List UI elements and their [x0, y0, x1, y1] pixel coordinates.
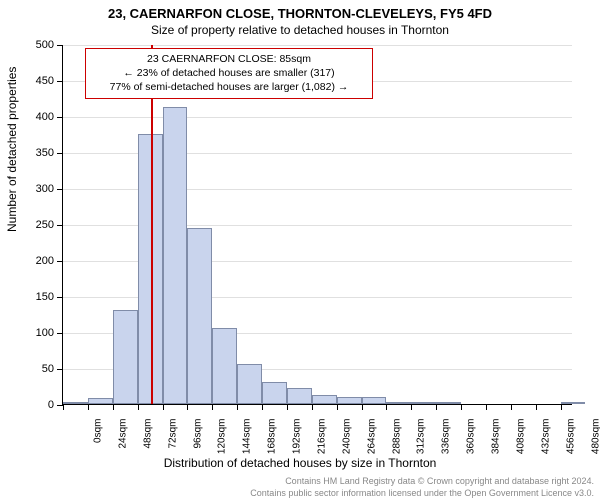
histogram-bar	[337, 397, 362, 404]
x-tick	[287, 404, 288, 410]
x-tick-label: 144sqm	[242, 419, 253, 459]
histogram-bar	[436, 402, 461, 404]
y-tick-label: 300	[36, 183, 54, 195]
histogram-bar	[237, 364, 262, 404]
property-marker-line	[151, 45, 153, 404]
histogram-bar	[187, 228, 212, 404]
x-tick	[561, 404, 562, 410]
x-tick	[138, 404, 139, 410]
x-tick	[386, 404, 387, 410]
x-tick	[362, 404, 363, 410]
histogram-bar	[138, 134, 163, 404]
x-tick-label: 120sqm	[217, 419, 228, 459]
y-tick-label: 450	[36, 75, 54, 87]
y-tick	[57, 117, 63, 118]
x-tick	[262, 404, 263, 410]
y-tick	[57, 45, 63, 46]
x-tick-label: 216sqm	[316, 419, 327, 459]
x-tick	[163, 404, 164, 410]
x-tick-label: 240sqm	[341, 419, 352, 459]
x-tick-label: 360sqm	[466, 419, 477, 459]
x-tick	[312, 404, 313, 410]
histogram-bar	[312, 395, 337, 404]
y-tick	[57, 189, 63, 190]
x-tick	[411, 404, 412, 410]
x-tick	[212, 404, 213, 410]
y-tick-label: 50	[42, 363, 54, 375]
histogram-bar	[362, 397, 387, 404]
annotation-line3: 77% of semi-detached houses are larger (…	[92, 80, 366, 94]
y-tick	[57, 81, 63, 82]
x-tick-label: 24sqm	[117, 419, 128, 459]
plot-area	[62, 45, 572, 405]
histogram-bar	[561, 402, 586, 404]
x-tick-label: 288sqm	[391, 419, 402, 459]
footer-line2: Contains public sector information licen…	[250, 488, 594, 498]
x-tick-label: 312sqm	[416, 419, 427, 459]
histogram-bar	[411, 402, 436, 404]
y-tick-label: 200	[36, 255, 54, 267]
x-tick-label: 168sqm	[267, 419, 278, 459]
y-tick	[57, 297, 63, 298]
x-tick	[536, 404, 537, 410]
x-tick	[113, 404, 114, 410]
y-tick	[57, 333, 63, 334]
x-tick	[461, 404, 462, 410]
x-tick-label: 384sqm	[491, 419, 502, 459]
y-tick-label: 100	[36, 327, 54, 339]
x-tick-label: 0sqm	[93, 419, 104, 459]
histogram-chart: 23, CAERNARFON CLOSE, THORNTON-CLEVELEYS…	[0, 0, 600, 500]
histogram-bar	[262, 382, 287, 404]
gridline	[63, 117, 572, 118]
x-tick	[486, 404, 487, 410]
y-tick	[57, 369, 63, 370]
histogram-bar	[212, 328, 237, 404]
histogram-bar	[386, 402, 411, 404]
y-tick-label: 150	[36, 291, 54, 303]
x-tick-label: 48sqm	[142, 419, 153, 459]
y-tick-label: 350	[36, 147, 54, 159]
y-axis-labels: 050100150200250300350400450500	[0, 45, 58, 405]
histogram-bar	[113, 310, 138, 404]
x-tick	[436, 404, 437, 410]
y-tick-label: 0	[48, 399, 54, 411]
x-tick-label: 408sqm	[515, 419, 526, 459]
x-tick-label: 456sqm	[565, 419, 576, 459]
histogram-bar	[88, 398, 113, 404]
annotation-line1: 23 CAERNARFON CLOSE: 85sqm	[92, 52, 366, 66]
footer-line1: Contains HM Land Registry data © Crown c…	[285, 476, 594, 486]
histogram-bar	[63, 402, 88, 404]
gridline	[63, 45, 572, 46]
x-tick-label: 72sqm	[167, 419, 178, 459]
y-tick	[57, 261, 63, 262]
y-tick-label: 500	[36, 39, 54, 51]
x-tick-label: 264sqm	[366, 419, 377, 459]
chart-subtitle: Size of property relative to detached ho…	[0, 23, 600, 37]
y-tick	[57, 225, 63, 226]
histogram-bar	[163, 107, 188, 404]
x-tick	[187, 404, 188, 410]
y-tick-label: 400	[36, 111, 54, 123]
x-tick	[63, 404, 64, 410]
x-tick-label: 336sqm	[441, 419, 452, 459]
x-tick-label: 432sqm	[540, 419, 551, 459]
x-tick-label: 96sqm	[192, 419, 203, 459]
histogram-bar	[287, 388, 312, 404]
chart-title: 23, CAERNARFON CLOSE, THORNTON-CLEVELEYS…	[0, 6, 600, 21]
annotation-line2: ← 23% of detached houses are smaller (31…	[92, 66, 366, 80]
x-tick	[511, 404, 512, 410]
x-tick	[237, 404, 238, 410]
y-tick-label: 250	[36, 219, 54, 231]
x-tick-label: 192sqm	[292, 419, 303, 459]
x-tick	[88, 404, 89, 410]
x-tick	[337, 404, 338, 410]
annotation-box: 23 CAERNARFON CLOSE: 85sqm ← 23% of deta…	[85, 48, 373, 99]
x-tick-label: 480sqm	[590, 419, 600, 459]
y-tick	[57, 153, 63, 154]
